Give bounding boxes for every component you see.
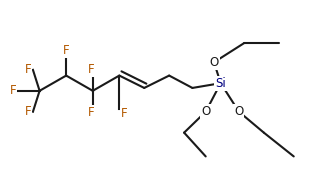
Text: F: F — [88, 63, 94, 76]
Text: F: F — [10, 84, 16, 97]
Text: O: O — [201, 105, 210, 118]
Text: F: F — [121, 107, 128, 120]
Text: F: F — [88, 106, 94, 119]
Text: O: O — [234, 105, 244, 118]
Text: O: O — [209, 56, 219, 69]
Text: F: F — [63, 44, 69, 57]
Text: F: F — [25, 63, 31, 76]
Text: Si: Si — [215, 77, 226, 90]
Text: F: F — [25, 105, 31, 118]
